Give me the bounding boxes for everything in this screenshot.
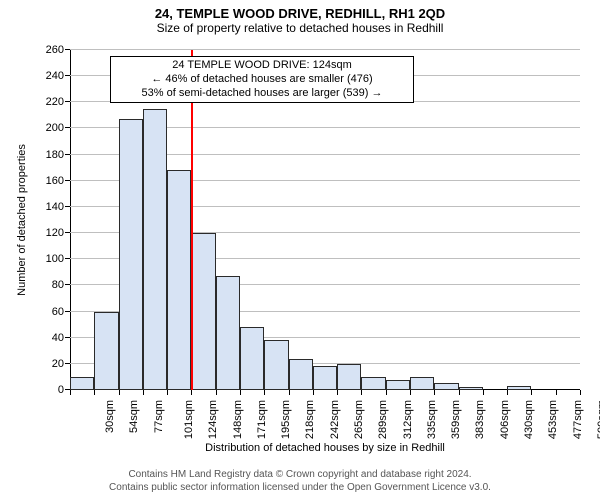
x-tick-mark	[556, 390, 557, 395]
bar	[507, 386, 531, 390]
x-tick-label: 242sqm	[329, 400, 341, 439]
bar	[434, 383, 458, 390]
bar	[361, 377, 385, 390]
bar	[119, 119, 143, 390]
footer-line: Contains public sector information licen…	[0, 482, 600, 495]
x-tick-label: 312sqm	[402, 400, 414, 439]
x-tick-mark	[240, 390, 241, 395]
bar	[289, 359, 313, 390]
bar	[313, 366, 337, 390]
x-tick-label: 218sqm	[305, 400, 317, 439]
gridline	[70, 49, 580, 50]
x-tick-mark	[191, 390, 192, 395]
x-tick-mark	[264, 390, 265, 395]
x-tick-mark	[119, 390, 120, 395]
x-tick-mark	[410, 390, 411, 395]
x-tick-label: 430sqm	[523, 400, 535, 439]
x-tick-mark	[507, 390, 508, 395]
x-tick-mark	[313, 390, 314, 395]
x-tick-mark	[459, 390, 460, 395]
y-tick-label: 160	[46, 175, 70, 187]
x-tick-mark	[167, 390, 168, 395]
y-tick-label: 240	[46, 70, 70, 82]
x-tick-mark	[531, 390, 532, 395]
bar	[240, 327, 264, 390]
y-tick-label: 20	[52, 358, 70, 370]
y-tick-label: 100	[46, 253, 70, 265]
y-tick-label: 60	[52, 306, 70, 318]
bar	[70, 377, 94, 390]
x-tick-mark	[361, 390, 362, 395]
x-tick-label: 500sqm	[596, 400, 600, 439]
bar	[143, 109, 167, 390]
x-tick-mark	[483, 390, 484, 395]
bar	[386, 380, 410, 390]
footer: Contains HM Land Registry data © Crown c…	[0, 469, 600, 494]
bar	[264, 340, 288, 390]
x-tick-mark	[70, 390, 71, 395]
x-tick-label: 77sqm	[153, 400, 165, 433]
x-axis-label: Distribution of detached houses by size …	[70, 442, 580, 454]
bar	[216, 276, 240, 390]
chart-title-main: 24, TEMPLE WOOD DRIVE, REDHILL, RH1 2QD	[0, 0, 600, 21]
footer-line: Contains HM Land Registry data © Crown c…	[0, 469, 600, 482]
x-tick-mark	[216, 390, 217, 395]
x-tick-mark	[434, 390, 435, 395]
y-tick-label: 120	[46, 227, 70, 239]
y-axis-label: Number of detached properties	[16, 50, 28, 390]
x-tick-mark	[580, 390, 581, 395]
y-tick-label: 260	[46, 44, 70, 56]
y-tick-label: 140	[46, 201, 70, 213]
x-tick-mark	[386, 390, 387, 395]
bar	[94, 312, 118, 390]
chart-title-sub: Size of property relative to detached ho…	[0, 21, 600, 35]
x-tick-label: 195sqm	[280, 400, 292, 439]
y-tick-label: 0	[58, 384, 70, 396]
y-tick-label: 80	[52, 279, 70, 291]
x-tick-label: 54sqm	[128, 400, 140, 433]
x-tick-mark	[143, 390, 144, 395]
x-tick-label: 335sqm	[426, 400, 438, 439]
x-tick-mark	[289, 390, 290, 395]
x-tick-label: 124sqm	[207, 400, 219, 439]
x-tick-mark	[337, 390, 338, 395]
bar	[337, 364, 361, 390]
x-tick-label: 171sqm	[256, 400, 268, 439]
y-tick-label: 180	[46, 149, 70, 161]
y-tick-label: 200	[46, 122, 70, 134]
annotation-box: 24 TEMPLE WOOD DRIVE: 124sqm ← 46% of de…	[110, 56, 414, 103]
annotation-line: ← 46% of detached houses are smaller (47…	[117, 73, 407, 87]
y-tick-label: 40	[52, 332, 70, 344]
x-tick-mark	[94, 390, 95, 395]
x-tick-label: 30sqm	[104, 400, 116, 433]
x-tick-label: 148sqm	[232, 400, 244, 439]
x-tick-label: 477sqm	[572, 400, 584, 439]
x-tick-label: 383sqm	[475, 400, 487, 439]
annotation-line: 24 TEMPLE WOOD DRIVE: 124sqm	[117, 59, 407, 73]
y-tick-label: 220	[46, 96, 70, 108]
x-tick-label: 359sqm	[450, 400, 462, 439]
bar	[410, 377, 434, 390]
annotation-line: 53% of semi-detached houses are larger (…	[117, 87, 407, 101]
bar	[167, 170, 191, 390]
bar	[191, 233, 215, 390]
x-tick-label: 289sqm	[377, 400, 389, 439]
x-tick-label: 265sqm	[353, 400, 365, 439]
x-tick-label: 453sqm	[547, 400, 559, 439]
x-tick-label: 406sqm	[499, 400, 511, 439]
x-tick-label: 101sqm	[183, 400, 195, 439]
bar	[459, 387, 483, 390]
